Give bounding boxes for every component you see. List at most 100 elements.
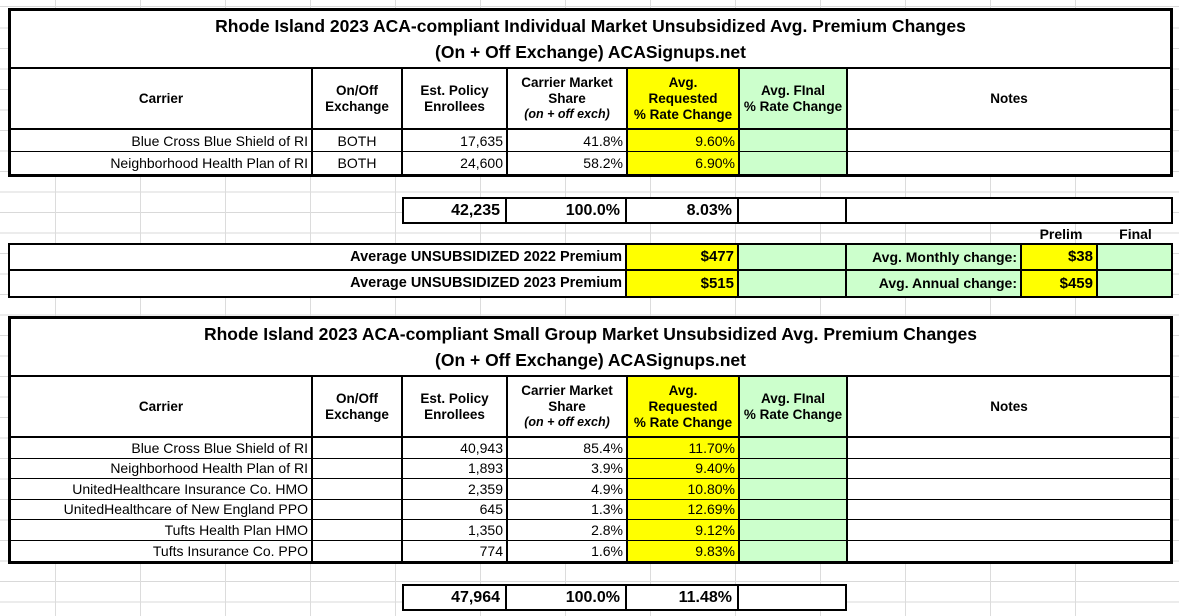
premium-2022-value[interactable]: $477: [627, 245, 739, 269]
small-group-header-row: Carrier On/Off Exchange Est. Policy Enro…: [11, 377, 1170, 438]
annual-change-final[interactable]: [1098, 270, 1171, 296]
cell-notes[interactable]: [848, 459, 1170, 479]
cell-notes[interactable]: [848, 438, 1170, 458]
cell-final-rate[interactable]: [740, 130, 848, 151]
cell-enrollees[interactable]: 1,893: [403, 458, 508, 478]
premium-2023-label: Average UNSUBSIDIZED 2023 Premium: [10, 270, 627, 296]
cell-final-rate[interactable]: [740, 499, 848, 519]
cell-notes[interactable]: [848, 541, 1170, 562]
table-row: Tufts Insurance Co. PPO 774 1.6% 9.83%: [11, 540, 1170, 562]
cell-market-share[interactable]: 2.8%: [508, 520, 628, 540]
cell-market-share[interactable]: 3.9%: [508, 458, 628, 478]
cell-carrier[interactable]: Neighborhood Health Plan of RI: [11, 152, 313, 174]
cell-enrollees[interactable]: 2,359: [403, 479, 508, 499]
small-group-total-row: 47,964 100.0% 11.48%: [402, 584, 847, 611]
individual-header-row: Carrier On/Off Exchange Est. Policy Enro…: [11, 69, 1170, 130]
annual-change-prelim[interactable]: $459: [1022, 270, 1098, 296]
cell-enrollees[interactable]: 645: [403, 499, 508, 519]
final-column-header: Final: [1119, 226, 1152, 242]
cell-market-share[interactable]: 1.3%: [508, 499, 628, 519]
cell-final-rate[interactable]: [740, 479, 848, 499]
cell-exchange[interactable]: [313, 479, 403, 499]
total-requested-rate[interactable]: 11.48%: [627, 584, 739, 611]
cell-market-share[interactable]: 58.2%: [508, 152, 628, 174]
cell-enrollees[interactable]: 774: [403, 540, 508, 561]
cell-final-rate[interactable]: [740, 438, 848, 458]
cell-notes[interactable]: [848, 520, 1170, 540]
cell-notes[interactable]: [848, 479, 1170, 499]
cell-exchange[interactable]: [313, 438, 403, 458]
cell-market-share[interactable]: 1.6%: [508, 540, 628, 561]
cell-exchange[interactable]: [313, 520, 403, 540]
small-group-market-table: Rhode Island 2023 ACA-compliant Small Gr…: [8, 316, 1173, 564]
total-enrollees[interactable]: 47,964: [402, 584, 507, 611]
cell-market-share[interactable]: 41.8%: [508, 130, 628, 151]
cell-exchange[interactable]: [313, 540, 403, 561]
cell-requested-rate[interactable]: 10.80%: [628, 479, 740, 499]
total-enrollees[interactable]: 42,235: [402, 197, 507, 224]
header-market-share-sub: (on + off exch): [524, 415, 610, 429]
cell-final-rate[interactable]: [740, 152, 848, 174]
premium-2023-value[interactable]: $515: [627, 270, 739, 296]
cell-carrier[interactable]: UnitedHealthcare of New England PPO: [11, 499, 313, 519]
table-row: UnitedHealthcare Insurance Co. HMO 2,359…: [11, 479, 1170, 500]
cell-requested-rate[interactable]: 9.40%: [628, 458, 740, 478]
cell-exchange[interactable]: [313, 499, 403, 519]
cell-final-rate[interactable]: [740, 458, 848, 478]
cell-enrollees[interactable]: 24,600: [403, 152, 508, 174]
cell-exchange[interactable]: BOTH: [313, 130, 403, 151]
table-row: Tufts Health Plan HMO 1,350 2.8% 9.12%: [11, 520, 1170, 541]
header-carrier: Carrier: [11, 377, 313, 436]
cell-carrier[interactable]: Tufts Insurance Co. PPO: [11, 540, 313, 561]
monthly-change-label: Avg. Monthly change:: [847, 245, 1022, 269]
header-market-share: Carrier Market Share (on + off exch): [508, 377, 628, 436]
premium-2023-final[interactable]: [739, 270, 847, 296]
individual-total-row: 42,235 100.0% 8.03%: [402, 197, 1173, 224]
individual-market-table: Rhode Island 2023 ACA-compliant Individu…: [8, 8, 1173, 177]
cell-carrier[interactable]: Blue Cross Blue Shield of RI: [11, 438, 313, 458]
premium-2022-row: Average UNSUBSIDIZED 2022 Premium $477 A…: [10, 245, 1171, 271]
cell-market-share[interactable]: 4.9%: [508, 479, 628, 499]
cell-final-rate[interactable]: [740, 520, 848, 540]
cell-requested-rate[interactable]: 12.69%: [628, 499, 740, 519]
premium-2022-final[interactable]: [739, 245, 847, 269]
header-market-share-main: Carrier Market Share: [521, 75, 613, 106]
total-market-share[interactable]: 100.0%: [507, 197, 627, 224]
total-requested-rate[interactable]: 8.03%: [627, 197, 739, 224]
cell-notes[interactable]: [848, 130, 1170, 151]
monthly-change-final[interactable]: [1098, 245, 1171, 269]
cell-requested-rate[interactable]: 9.12%: [628, 520, 740, 540]
cell-requested-rate[interactable]: 11.70%: [628, 438, 740, 458]
header-notes: Notes: [990, 398, 1028, 414]
header-exchange: On/Off Exchange: [313, 69, 403, 128]
cell-carrier[interactable]: Tufts Health Plan HMO: [11, 520, 313, 540]
premium-comparison-block: Average UNSUBSIDIZED 2022 Premium $477 A…: [8, 243, 1173, 298]
cell-enrollees[interactable]: 1,350: [403, 520, 508, 540]
total-final-rate[interactable]: [739, 197, 847, 224]
total-notes[interactable]: [847, 197, 1173, 224]
cell-carrier[interactable]: Blue Cross Blue Shield of RI: [11, 130, 313, 151]
cell-notes[interactable]: [848, 152, 1170, 174]
monthly-change-prelim[interactable]: $38: [1022, 245, 1098, 269]
cell-enrollees[interactable]: 40,943: [403, 438, 508, 458]
cell-exchange[interactable]: [313, 458, 403, 478]
header-exchange: On/Off Exchange: [313, 377, 403, 436]
total-final-rate[interactable]: [739, 584, 847, 611]
cell-market-share[interactable]: 85.4%: [508, 438, 628, 458]
cell-enrollees[interactable]: 17,635: [403, 130, 508, 151]
total-market-share[interactable]: 100.0%: [507, 584, 627, 611]
cell-carrier[interactable]: UnitedHealthcare Insurance Co. HMO: [11, 479, 313, 499]
cell-final-rate[interactable]: [740, 540, 848, 561]
cell-requested-rate[interactable]: 9.83%: [628, 540, 740, 561]
cell-notes[interactable]: [848, 500, 1170, 520]
small-group-table-title: Rhode Island 2023 ACA-compliant Small Gr…: [11, 319, 1170, 377]
cell-requested-rate[interactable]: 6.90%: [628, 152, 740, 174]
header-requested-rate: Avg. Requested % Rate Change: [628, 69, 740, 128]
premium-2022-label: Average UNSUBSIDIZED 2022 Premium: [10, 245, 627, 269]
header-notes: Notes: [990, 90, 1028, 106]
cell-requested-rate[interactable]: 9.60%: [628, 130, 740, 151]
cell-exchange[interactable]: BOTH: [313, 152, 403, 174]
cell-carrier[interactable]: Neighborhood Health Plan of RI: [11, 458, 313, 478]
premium-2023-row: Average UNSUBSIDIZED 2023 Premium $515 A…: [10, 270, 1171, 296]
